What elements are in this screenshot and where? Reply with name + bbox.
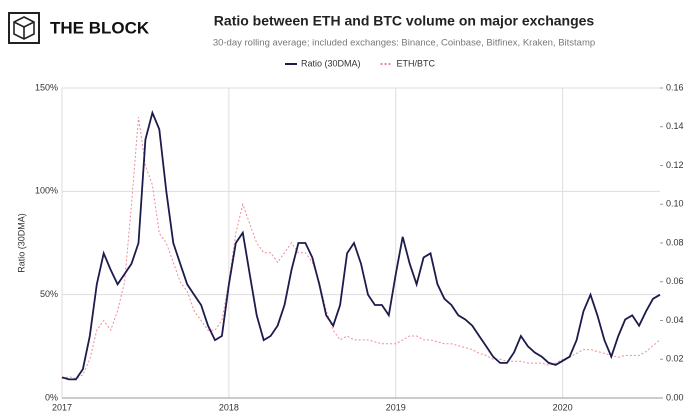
x-tick-label: 2020 <box>553 402 573 412</box>
x-tick-label: 2019 <box>386 402 406 412</box>
legend-label: Ratio (30DMA) <box>301 58 361 68</box>
chart-subtitle: 30-day rolling average; included exchang… <box>213 38 595 49</box>
y2-tick-label: 0.16 <box>666 82 684 92</box>
y2-tick-label: 0.14 <box>666 121 684 131</box>
y2-tick-label: 0.12 <box>666 160 684 170</box>
series-line <box>61 109 661 381</box>
chart-title: Ratio between ETH and BTC volume on majo… <box>214 13 595 29</box>
y2-tick-label: 0.08 <box>666 237 684 247</box>
y2-tick-label: 0.06 <box>666 276 684 286</box>
y2-tick-label: 0.10 <box>666 199 684 209</box>
y2-tick-label: 0.04 <box>666 315 684 325</box>
y-tick-label: 0% <box>45 392 58 402</box>
y2-tick-label: 0.00 <box>666 392 684 402</box>
y2-tick-label: 0.02 <box>666 354 684 364</box>
series-line <box>61 117 661 380</box>
logo-text: THE BLOCK <box>50 18 150 37</box>
y-tick-label: 100% <box>35 186 58 196</box>
x-tick-label: 2018 <box>219 402 239 412</box>
y-tick-label: 150% <box>35 82 58 92</box>
logo: THE BLOCK <box>8 12 150 44</box>
y-tick-label: 50% <box>40 289 58 299</box>
legend-label: ETH/BTC <box>397 58 436 68</box>
y-axis-label: Ratio (30DMA) <box>16 213 26 273</box>
x-tick-label: 2017 <box>52 402 72 412</box>
